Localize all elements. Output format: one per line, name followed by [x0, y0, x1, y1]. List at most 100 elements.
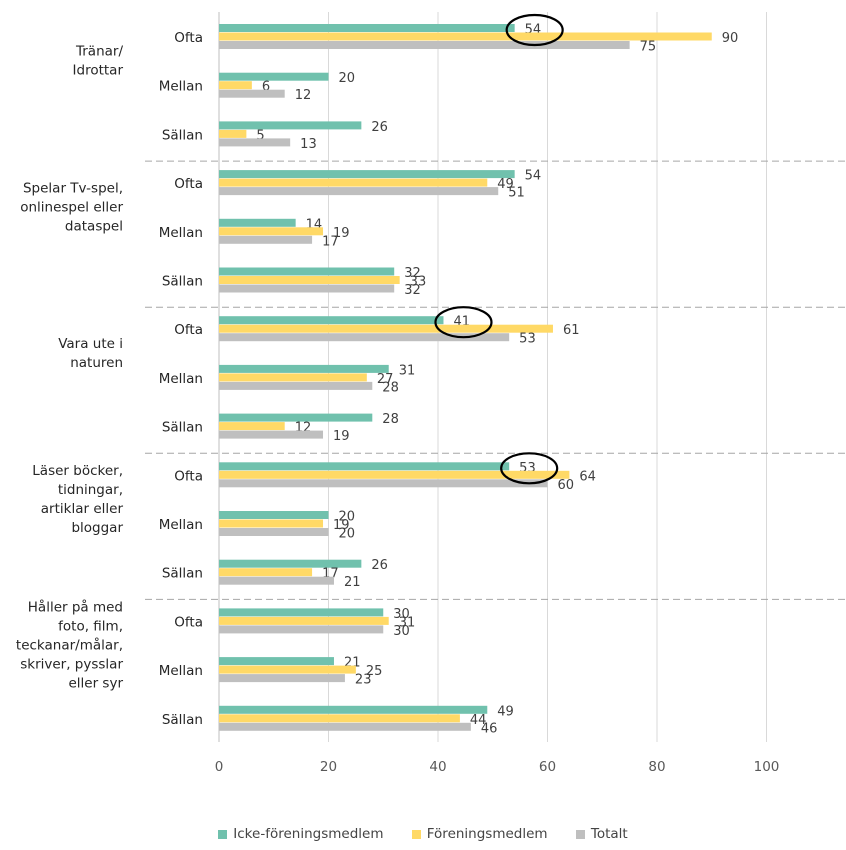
value-label: 90: [722, 31, 739, 46]
bar-Icke-föreningsmedlem: [219, 24, 515, 32]
value-label: 32: [404, 283, 421, 298]
group-label-line: Spelar Tv-spel,: [23, 180, 123, 196]
value-label: 19: [333, 429, 350, 444]
value-label: 25: [366, 664, 383, 679]
group-label-line: foto, film,: [58, 619, 123, 635]
value-label: 75: [640, 40, 657, 55]
bar-Totalt: [219, 138, 291, 147]
row-label: Ofta: [174, 30, 203, 46]
row-label: Ofta: [174, 614, 203, 630]
bar-Icke-föreningsmedlem: [219, 364, 389, 373]
legend-label-totalt: Totalt: [590, 826, 628, 842]
x-tick-label-80: 80: [648, 759, 665, 775]
value-label: 17: [322, 234, 339, 249]
row-label: Sällan: [162, 566, 203, 582]
value-label: 5: [256, 128, 264, 143]
bar-Totalt: [219, 674, 345, 683]
group-label-line: artiklar eller: [41, 501, 124, 517]
value-label: 49: [497, 177, 514, 192]
x-tick-label-100: 100: [754, 759, 780, 775]
legend: Icke-föreningsmedlem Föreningsmedlem Tot…: [0, 826, 846, 842]
value-label: 13: [300, 137, 317, 152]
group-label-line: tidningar,: [58, 482, 123, 498]
legend-swatch-forening: [411, 829, 421, 839]
value-label: 31: [399, 363, 416, 378]
bar-Totalt: [219, 333, 510, 342]
bar-Icke-föreningsmedlem: [219, 218, 296, 227]
bar-Föreningsmedlem: [219, 714, 460, 723]
value-label: 53: [519, 332, 536, 347]
bar-Föreningsmedlem: [219, 227, 324, 236]
bar-Icke-föreningsmedlem: [219, 316, 444, 325]
value-label: 64: [579, 469, 596, 484]
bar-Totalt: [219, 284, 395, 293]
value-label: 31: [399, 615, 416, 630]
value-label: 20: [339, 510, 356, 525]
value-label: 26: [371, 558, 388, 573]
value-label: 6: [262, 80, 270, 95]
x-tick-label-0: 0: [215, 759, 224, 775]
bar-Totalt: [219, 625, 384, 634]
row-label: Mellan: [159, 663, 203, 679]
x-tick-label-20: 20: [320, 759, 337, 775]
value-label: 61: [563, 323, 580, 338]
group-label-4: Håller på med foto, film, teckanar/målar, s…: [16, 599, 124, 692]
group-label-line: skriver, pysslar: [20, 657, 123, 673]
x-tick-label-40: 40: [429, 759, 446, 775]
bar-Föreningsmedlem: [219, 32, 712, 41]
bar-Föreningsmedlem: [219, 81, 252, 90]
value-label: 21: [344, 575, 361, 590]
group-label-line: naturen: [70, 355, 123, 371]
group-label-2: Vara ute i naturen: [58, 336, 123, 371]
bar-Totalt: [219, 722, 471, 731]
value-label: 12: [295, 88, 312, 103]
value-label: 30: [393, 624, 410, 639]
value-label: 33: [410, 275, 427, 290]
group-label-line: Håller på med: [28, 599, 123, 616]
group-label-line: eller syr: [68, 676, 123, 692]
value-label: 60: [558, 478, 575, 493]
bar-Icke-föreningsmedlem: [219, 511, 329, 519]
bar-Totalt: [219, 381, 373, 390]
legend-label-forening: Föreningsmedlem: [426, 826, 548, 842]
row-label: Sällan: [162, 712, 203, 728]
value-label: 19: [333, 226, 350, 241]
value-label: 44: [470, 713, 487, 728]
legend-label-icke: Icke-föreningsmedlem: [233, 826, 384, 842]
bar-Totalt: [219, 41, 630, 49]
value-label: 51: [508, 186, 525, 201]
bar-Icke-föreningsmedlem: [219, 705, 488, 714]
bar-Föreningsmedlem: [219, 178, 488, 187]
bar-Föreningsmedlem: [219, 324, 553, 333]
value-label: 20: [339, 527, 356, 542]
bar-Totalt: [219, 187, 499, 196]
group-label-line: Idrottar: [73, 63, 124, 79]
bar-Totalt: [219, 89, 285, 98]
bar-Icke-föreningsmedlem: [219, 72, 329, 81]
legend-item-forening: Föreningsmedlem: [411, 826, 548, 842]
value-label: 30: [393, 607, 410, 622]
bar-Totalt: [219, 430, 324, 439]
value-label: 28: [382, 412, 399, 427]
row-label: Ofta: [174, 468, 203, 484]
bar-Föreningsmedlem: [219, 470, 570, 479]
bar-Föreningsmedlem: [219, 665, 356, 674]
highlight-circle: [434, 306, 493, 339]
value-label: 27: [377, 372, 394, 387]
bar-Totalt: [219, 528, 329, 536]
highlight-circle: [500, 452, 559, 485]
value-label: 54: [525, 169, 542, 184]
row-label: Sällan: [162, 420, 203, 436]
bar-Föreningsmedlem: [219, 373, 367, 382]
group-label-3: Läser böcker, tidningar, artiklar eller blo…: [32, 463, 123, 536]
value-label: 28: [382, 380, 399, 395]
bar-Icke-föreningsmedlem: [219, 267, 395, 276]
bar-Icke-föreningsmedlem: [219, 121, 362, 130]
legend-item-totalt: Totalt: [575, 826, 628, 842]
bar-Icke-föreningsmedlem: [219, 170, 515, 179]
legend-swatch-icke: [218, 829, 228, 839]
group-label-line: Tränar/: [75, 44, 123, 60]
row-label: Mellan: [159, 79, 203, 95]
bar-Föreningsmedlem: [219, 568, 313, 577]
